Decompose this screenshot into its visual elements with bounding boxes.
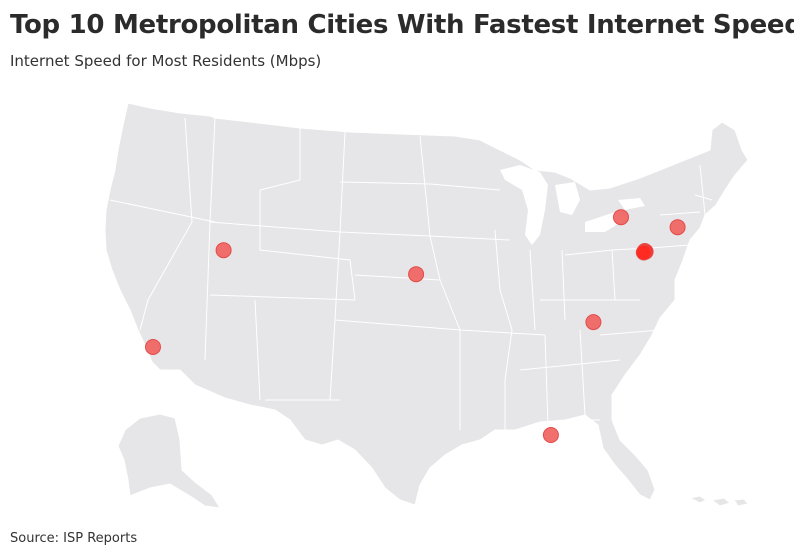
city-marker — [613, 209, 629, 226]
city-marker — [635, 244, 652, 261]
alaska-land — [117, 413, 221, 509]
city-marker — [215, 242, 232, 259]
map-subtitle: Internet Speed for Most Residents (Mbps) — [10, 52, 322, 70]
great-lakes-water — [500, 165, 645, 245]
state-borders — [109, 117, 713, 430]
hawaii-land — [688, 495, 749, 507]
city-marker — [145, 339, 161, 355]
city-marker — [585, 314, 602, 331]
source-note: Source: ISP Reports — [10, 531, 138, 546]
city-marker — [669, 219, 686, 236]
city-markers — [145, 209, 686, 443]
us-map — [104, 102, 749, 509]
city-marker — [542, 427, 559, 443]
map-title: Top 10 Metropolitan Cities With Fastest … — [10, 10, 794, 40]
city-marker — [408, 266, 425, 283]
contiguous-us-land — [104, 102, 749, 506]
